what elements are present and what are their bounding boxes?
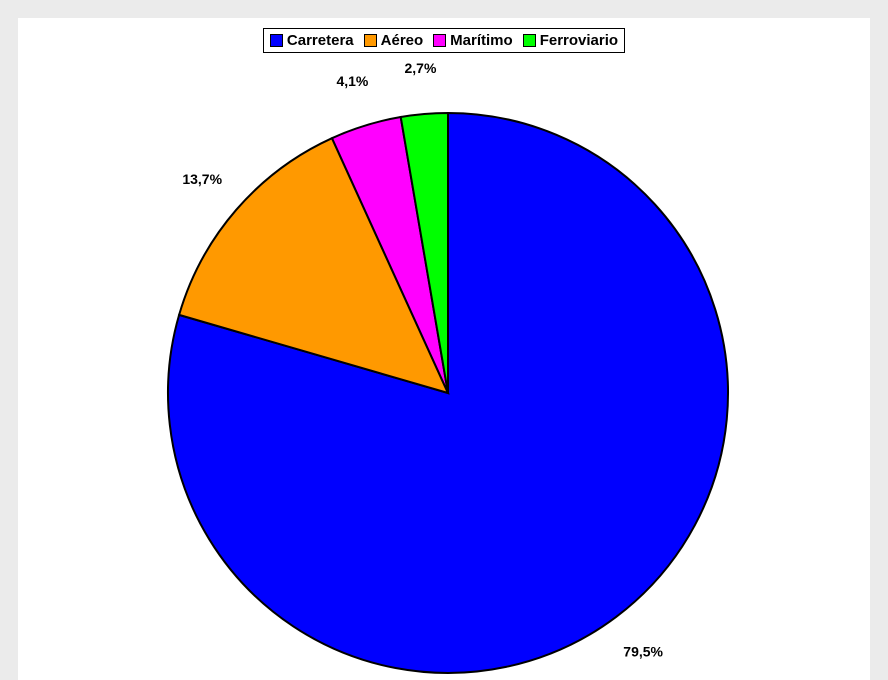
legend-swatch xyxy=(522,34,536,47)
legend-label: Carretera xyxy=(286,32,354,49)
chart: 79,5% 13,7% 4,1% 2,7% xyxy=(167,60,729,674)
legend-item: Aéreo xyxy=(363,32,424,49)
pie-slice xyxy=(177,136,450,395)
data-label: 2,7% xyxy=(405,60,437,76)
legend-box: Carretera Aéreo Marítimo Ferroviario xyxy=(262,28,626,53)
legend-swatch xyxy=(269,34,283,47)
legend-label: Marítimo xyxy=(450,32,513,49)
legend-label: Ferroviario xyxy=(539,32,619,49)
pie-slice xyxy=(399,111,449,394)
data-label: 4,1% xyxy=(336,73,368,89)
legend-item: Carretera xyxy=(269,32,354,49)
legend-item: Ferroviario xyxy=(522,32,619,49)
data-label: 79,5% xyxy=(623,644,663,660)
data-label: 13,7% xyxy=(182,171,222,187)
legend-swatch xyxy=(433,34,447,47)
legend-swatch xyxy=(363,34,377,47)
legend: Carretera Aéreo Marítimo Ferroviario xyxy=(18,28,870,53)
chart-area: 79,5% 13,7% 4,1% 2,7% Carretera Aéreo Marítim… xyxy=(18,18,870,680)
legend-label: Aéreo xyxy=(380,32,424,49)
legend-item: Marítimo xyxy=(433,32,513,49)
